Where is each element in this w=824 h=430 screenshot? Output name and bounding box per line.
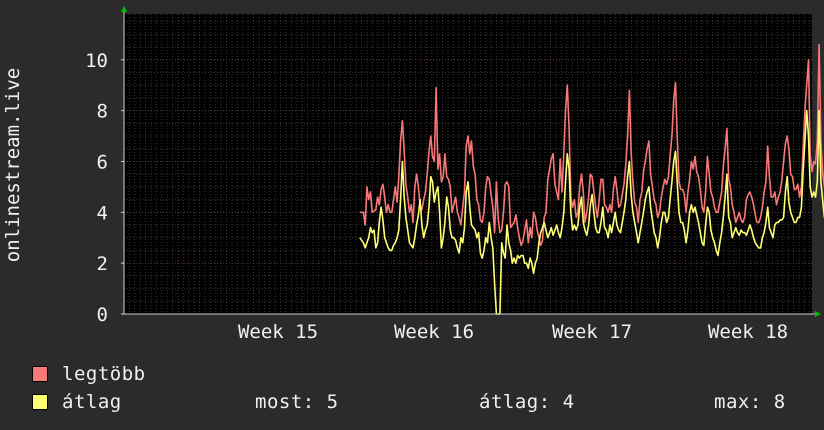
x-tick-label: Week 18 <box>708 321 788 343</box>
y-tick-label: 0 <box>97 304 108 326</box>
stat-avg: átlag: 4 <box>479 391 575 413</box>
x-tick-label: Week 15 <box>238 321 318 343</box>
y-tick-label: 10 <box>85 50 108 72</box>
legend-swatch-max <box>32 366 48 382</box>
y-tick-label: 6 <box>97 151 108 173</box>
x-axis-arrow <box>815 311 821 317</box>
x-tick-label: Week 17 <box>552 321 632 343</box>
series-line-max <box>359 43 824 247</box>
stat-now: most: 5 <box>255 391 339 413</box>
y-tick-label: 2 <box>97 253 108 275</box>
legend-label-avg: átlag <box>62 391 122 413</box>
y-axis-arrow <box>121 6 127 12</box>
legend-item-max: legtöbb <box>30 362 146 386</box>
legend-item-avg: átlag <box>30 390 122 414</box>
series-line-avg <box>359 109 824 315</box>
legend-label-max: legtöbb <box>62 363 146 385</box>
y-tick-label: 8 <box>97 101 108 123</box>
y-tick-label: 4 <box>97 202 108 224</box>
x-tick-label: Week 16 <box>394 321 474 343</box>
legend-swatch-avg <box>32 394 48 410</box>
plot-area <box>124 14 812 314</box>
y-axis-label: onlinestream.live <box>2 68 24 262</box>
stat-max: max: 8 <box>714 391 786 413</box>
